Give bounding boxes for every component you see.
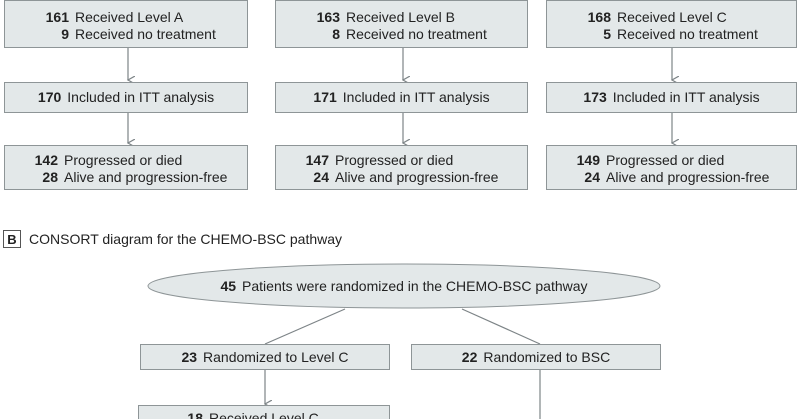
- panel-b-title: CONSORT diagram for the CHEMO-BSC pathwa…: [29, 231, 343, 247]
- level-b-no-treatment-count: 8: [332, 26, 340, 42]
- randomized-level-c-count: 23: [181, 348, 198, 365]
- randomized-label: Patients were randomized in the CHEMO-BS…: [242, 278, 588, 294]
- level-a-no-treatment-count: 9: [61, 26, 69, 42]
- level-b-outcome-box: 147 Progressed or died 24 Alive and prog…: [275, 145, 528, 190]
- level-b-itt-label: Included in ITT analysis: [342, 89, 490, 105]
- level-a-itt-label: Included in ITT analysis: [67, 89, 215, 105]
- randomized-level-c-label: Randomized to Level C: [203, 348, 349, 365]
- level-b-received-count: 163: [316, 9, 340, 25]
- randomized-level-c-box: 23 Randomized to Level C: [140, 344, 390, 370]
- level-b-received-box: 163 Received Level B 8 Received no treat…: [275, 0, 528, 48]
- randomized-bsc-box: 22 Randomized to BSC: [411, 344, 661, 370]
- level-b-progressed-row: 147 Progressed or died: [276, 152, 527, 169]
- level-a-alive-label: Alive and progression-free: [64, 169, 228, 185]
- panel-b-letter: B: [3, 230, 21, 248]
- level-b-itt-count: 171: [313, 89, 337, 105]
- level-b-received-row: 163 Received Level B: [276, 9, 527, 26]
- ellipse-shape: [147, 263, 661, 309]
- level-c-no-treatment-row: 5 Received no treatment: [547, 26, 796, 43]
- randomized-text: 45 Patients were randomized in the CHEMO…: [220, 278, 587, 294]
- level-b-progressed-count: 147: [305, 152, 329, 168]
- panel-b-heading: B CONSORT diagram for the CHEMO-BSC path…: [3, 230, 342, 248]
- level-a-received-box: 161 Received Level A 9 Received no treat…: [4, 0, 248, 48]
- level-c-progressed-label: Progressed or died: [606, 152, 725, 168]
- level-b-alive-label: Alive and progression-free: [335, 169, 499, 185]
- level-c-received-row: 168 Received Level C: [547, 9, 796, 26]
- level-c-alive-label: Alive and progression-free: [606, 169, 770, 185]
- level-a-itt-box: 170 Included in ITT analysis: [4, 82, 248, 113]
- randomized-ellipse: 45 Patients were randomized in the CHEMO…: [147, 263, 661, 309]
- level-b-alive-count: 24: [313, 169, 329, 185]
- level-a-received-label: Received Level A: [75, 9, 184, 25]
- level-c-progressed-count: 149: [576, 152, 600, 168]
- level-b-no-treatment-label: Received no treatment: [346, 26, 487, 42]
- level-c-progressed-row: 149 Progressed or died: [547, 152, 796, 169]
- level-a-itt-count: 170: [37, 89, 62, 105]
- received-level-c-box: 18 Received Level C: [138, 405, 390, 419]
- level-c-no-treatment-label: Received no treatment: [617, 26, 758, 42]
- level-c-received-label: Received Level C: [617, 9, 727, 25]
- level-a-received-count: 161: [45, 9, 69, 25]
- randomized-bsc-count: 22: [461, 348, 478, 365]
- received-level-c-label: Received Level C: [209, 410, 319, 419]
- received-level-c-row: 18 Received Level C: [139, 410, 389, 419]
- level-b-itt-box: 171 Included in ITT analysis: [275, 82, 528, 113]
- level-a-alive-row: 28 Alive and progression-free: [5, 169, 247, 186]
- level-b-received-label: Received Level B: [346, 9, 455, 25]
- level-a-progressed-row: 142 Progressed or died: [5, 152, 247, 169]
- level-a-progressed-label: Progressed or died: [64, 152, 183, 168]
- level-a-no-treatment-label: Received no treatment: [75, 26, 216, 42]
- level-c-outcome-box: 149 Progressed or died 24 Alive and prog…: [546, 145, 797, 190]
- level-a-no-treatment-row: 9 Received no treatment: [5, 26, 247, 43]
- level-b-progressed-label: Progressed or died: [335, 152, 454, 168]
- level-c-itt-box: 173 Included in ITT analysis: [546, 82, 797, 113]
- line-randomized-to-bsc: [461, 308, 541, 345]
- level-c-received-box: 168 Received Level C 5 Received no treat…: [546, 0, 797, 48]
- level-a-progressed-count: 142: [34, 152, 58, 168]
- line-randomized-to-level-c: [264, 308, 346, 345]
- level-a-alive-count: 28: [42, 169, 58, 185]
- level-b-no-treatment-row: 8 Received no treatment: [276, 26, 527, 43]
- level-c-no-treatment-count: 5: [603, 26, 611, 42]
- level-c-alive-count: 24: [584, 169, 600, 185]
- level-b-alive-row: 24 Alive and progression-free: [276, 169, 527, 186]
- randomized-bsc-label: Randomized to BSC: [483, 348, 611, 365]
- level-c-itt-label: Included in ITT analysis: [612, 89, 760, 105]
- level-c-itt-count: 173: [583, 89, 607, 105]
- received-level-c-count: 18: [187, 410, 203, 419]
- level-c-alive-row: 24 Alive and progression-free: [547, 169, 796, 186]
- level-a-received-row: 161 Received Level A: [5, 9, 247, 26]
- randomized-count: 45: [220, 278, 237, 294]
- level-a-outcome-box: 142 Progressed or died 28 Alive and prog…: [4, 145, 248, 190]
- level-c-received-count: 168: [587, 9, 611, 25]
